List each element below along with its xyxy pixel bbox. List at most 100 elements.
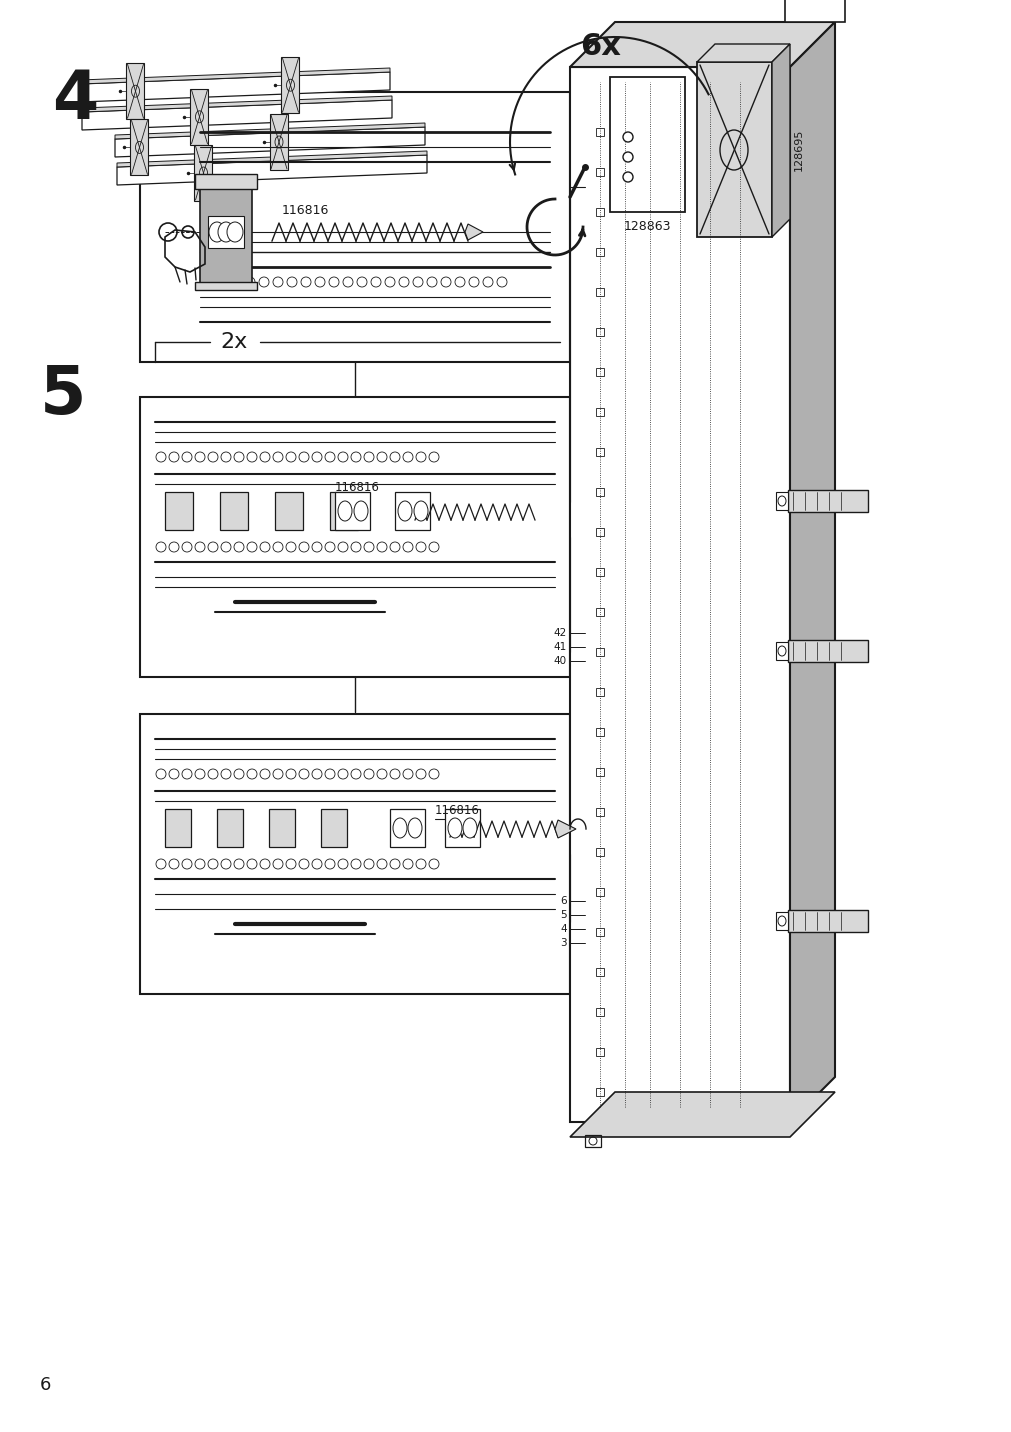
Ellipse shape — [416, 769, 426, 779]
Ellipse shape — [182, 541, 192, 551]
Text: 4: 4 — [52, 67, 98, 133]
Bar — [595, 928, 604, 937]
Polygon shape — [126, 63, 145, 119]
Polygon shape — [697, 44, 790, 62]
Ellipse shape — [325, 453, 335, 463]
Ellipse shape — [351, 859, 361, 869]
Bar — [165, 809, 191, 846]
Ellipse shape — [311, 541, 321, 551]
Ellipse shape — [169, 453, 179, 463]
Bar — [595, 448, 604, 455]
Ellipse shape — [338, 453, 348, 463]
Ellipse shape — [384, 276, 394, 286]
Ellipse shape — [325, 541, 335, 551]
Bar — [595, 1088, 604, 1095]
Ellipse shape — [195, 453, 205, 463]
Bar — [775, 912, 788, 929]
Bar — [595, 848, 604, 856]
Polygon shape — [115, 127, 425, 158]
Text: 6: 6 — [40, 1376, 52, 1393]
Bar — [595, 248, 604, 256]
Ellipse shape — [364, 453, 374, 463]
Ellipse shape — [247, 541, 257, 551]
Ellipse shape — [156, 859, 166, 869]
Ellipse shape — [623, 132, 632, 142]
Ellipse shape — [357, 276, 367, 286]
Ellipse shape — [338, 501, 352, 521]
Ellipse shape — [364, 859, 374, 869]
Ellipse shape — [247, 769, 257, 779]
Ellipse shape — [208, 453, 217, 463]
Polygon shape — [194, 145, 212, 200]
Bar — [275, 493, 302, 530]
Polygon shape — [771, 44, 790, 238]
Text: 2x: 2x — [219, 332, 247, 352]
Bar — [595, 609, 604, 616]
Ellipse shape — [195, 541, 205, 551]
Text: 116816: 116816 — [282, 203, 329, 218]
Bar — [595, 168, 604, 176]
Ellipse shape — [427, 276, 437, 286]
Bar — [269, 809, 295, 846]
Ellipse shape — [429, 769, 439, 779]
Ellipse shape — [209, 222, 224, 242]
Ellipse shape — [416, 453, 426, 463]
Ellipse shape — [286, 541, 295, 551]
Bar — [216, 809, 243, 846]
Ellipse shape — [216, 276, 226, 286]
Ellipse shape — [338, 859, 348, 869]
Ellipse shape — [402, 453, 412, 463]
Ellipse shape — [354, 501, 368, 521]
Ellipse shape — [338, 541, 348, 551]
Polygon shape — [569, 1093, 834, 1137]
Ellipse shape — [273, 769, 283, 779]
Ellipse shape — [300, 276, 310, 286]
Bar — [595, 208, 604, 216]
Bar — [445, 809, 479, 846]
Ellipse shape — [273, 453, 283, 463]
Bar — [788, 640, 867, 662]
Bar — [584, 1136, 601, 1147]
Polygon shape — [569, 21, 834, 67]
Ellipse shape — [377, 453, 386, 463]
Ellipse shape — [455, 276, 464, 286]
Polygon shape — [281, 57, 299, 113]
Ellipse shape — [377, 769, 386, 779]
Text: 42: 42 — [553, 629, 566, 639]
Ellipse shape — [351, 453, 361, 463]
Ellipse shape — [314, 276, 325, 286]
Bar — [140, 715, 569, 994]
Ellipse shape — [463, 818, 476, 838]
Bar — [595, 288, 604, 296]
Bar — [775, 642, 788, 660]
Bar — [595, 1008, 604, 1015]
Bar — [595, 1048, 604, 1055]
Bar — [595, 368, 604, 377]
Ellipse shape — [220, 859, 231, 869]
Ellipse shape — [392, 818, 406, 838]
Text: 3: 3 — [560, 938, 566, 948]
Bar — [200, 178, 252, 286]
Bar — [389, 809, 425, 846]
Ellipse shape — [298, 541, 308, 551]
Text: 41: 41 — [553, 642, 566, 652]
Bar — [140, 397, 569, 677]
Bar — [595, 127, 604, 136]
Polygon shape — [117, 155, 427, 185]
Ellipse shape — [273, 541, 283, 551]
Polygon shape — [82, 100, 391, 130]
Bar — [595, 488, 604, 495]
Text: 40: 40 — [553, 656, 566, 666]
Ellipse shape — [351, 541, 361, 551]
Bar — [595, 768, 604, 776]
Polygon shape — [115, 123, 425, 139]
Ellipse shape — [273, 276, 283, 286]
Ellipse shape — [182, 769, 192, 779]
Ellipse shape — [496, 276, 507, 286]
Bar — [595, 888, 604, 896]
Ellipse shape — [389, 541, 399, 551]
Bar — [595, 528, 604, 536]
Ellipse shape — [234, 453, 244, 463]
Text: 4: 4 — [560, 924, 566, 934]
Ellipse shape — [220, 541, 231, 551]
